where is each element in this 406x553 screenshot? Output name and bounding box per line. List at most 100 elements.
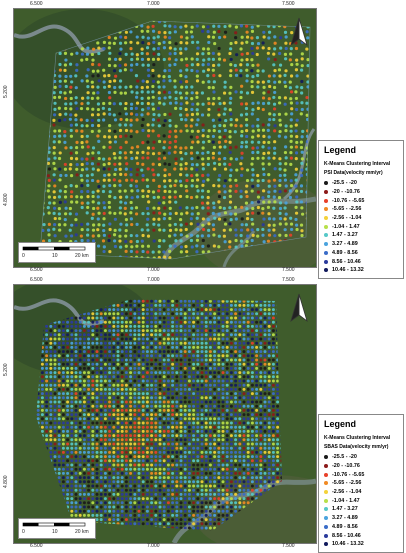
legend-item-label: -25.5 - -20 xyxy=(332,180,357,186)
legend-swatch-icon xyxy=(324,516,328,520)
top-tick-3: 7.500 xyxy=(282,277,295,283)
scale-label-0: 0 xyxy=(22,253,25,259)
sbas-map-canvas: 0 10 20 km xyxy=(13,284,317,544)
legend-item-label: -10.76 - -5.65 xyxy=(332,472,364,478)
legend-item: -10.76 - -5.65 xyxy=(324,196,399,205)
legend-swatch-icon xyxy=(324,268,328,272)
legend-swatch-icon xyxy=(324,260,328,264)
legend-item-label: 4.89 - 8.56 xyxy=(332,250,358,256)
legend-item: 4.89 - 8.56 xyxy=(324,523,399,532)
legend-item-label: -20 - -10.76 xyxy=(332,189,360,195)
sbas-velocity-points xyxy=(33,296,288,534)
legend-item-label: 4.89 - 8.56 xyxy=(332,524,358,530)
legend-item-list: -25.5 - -20 -20 - -10.76 -10.76 - -5.65 -5.… xyxy=(324,179,399,275)
legend-swatch-icon xyxy=(324,216,328,220)
legend-item-label: 8.56 - 10.46 xyxy=(332,259,361,265)
legend-swatch-icon xyxy=(324,542,328,546)
legend-item-label: 10.46 - 13.32 xyxy=(332,541,364,547)
legend-item-label: -2.56 - -1.04 xyxy=(332,215,361,221)
legend-item: -25.5 - -20 xyxy=(324,453,399,462)
left-tick-2: 4.800 xyxy=(3,193,9,206)
legend-item: 8.56 - 10.46 xyxy=(324,257,399,266)
legend-item: -20 - -10.76 xyxy=(324,188,399,197)
legend-item: -5.65 - -2.56 xyxy=(324,479,399,488)
scale-bar: 0 10 20 km xyxy=(18,242,96,263)
legend-item: 1.47 - 3.27 xyxy=(324,505,399,514)
legend-swatch-icon xyxy=(324,534,328,538)
bottom-tick-1: 6.500 xyxy=(30,543,43,549)
legend-swatch-icon xyxy=(324,507,328,511)
legend-item: 10.46 - 13.32 xyxy=(324,540,399,549)
scale-label-0: 0 xyxy=(22,529,25,535)
psi-map-canvas: 0 10 20 km xyxy=(13,8,317,268)
left-tick-1: 5.200 xyxy=(3,363,9,376)
top-tick-2: 7.000 xyxy=(147,277,160,283)
top-tick-1: 6.500 xyxy=(30,1,43,7)
legend-title: Legend xyxy=(324,419,399,429)
legend-item: -2.56 - -1.04 xyxy=(324,488,399,497)
north-arrow-icon xyxy=(290,17,308,47)
scale-label-10: 10 xyxy=(52,253,58,259)
north-arrow-icon xyxy=(290,293,308,323)
legend-item: -1.04 - 1.47 xyxy=(324,222,399,231)
scale-bar: 0 10 20 km xyxy=(18,518,96,539)
legend-item: -1.04 - 1.47 xyxy=(324,496,399,505)
scale-label-20: 20 km xyxy=(75,529,89,535)
sbas-map-panel: 6.500 7.000 7.500 5.200 4.800 xyxy=(0,276,406,550)
bottom-tick-3: 7.500 xyxy=(282,543,295,549)
legend-item-label: 8.56 - 10.46 xyxy=(332,533,361,539)
legend-swatch-icon xyxy=(324,233,328,237)
legend-item-label: 10.46 - 13.32 xyxy=(332,267,364,273)
legend-heading-line1: K-Means Clustering Interval xyxy=(324,435,399,442)
legend-item: 10.46 - 13.32 xyxy=(324,266,399,275)
legend-heading-line1: K-Means Clustering Interval xyxy=(324,161,399,168)
left-tick-1: 5.200 xyxy=(3,85,9,98)
legend-item: 4.89 - 8.56 xyxy=(324,249,399,258)
legend-item: 1.47 - 3.27 xyxy=(324,231,399,240)
legend-item-label: -5.65 - -2.56 xyxy=(332,480,361,486)
legend-swatch-icon xyxy=(324,481,328,485)
legend-heading-line2: SBAS Data(velocity mm/yr) xyxy=(324,444,399,451)
legend-heading-line2: PSI Data(velocity mm/yr) xyxy=(324,170,399,177)
legend-item-list: -25.5 - -20-20 - -10.76 -10.76 - -5.65 -5.… xyxy=(324,453,399,549)
legend-item-label: -10.76 - -5.65 xyxy=(332,198,364,204)
legend-swatch-icon xyxy=(324,207,328,211)
legend-item-label: 3.27 - 4.89 xyxy=(332,241,358,247)
legend-swatch-icon xyxy=(324,181,328,185)
legend-swatch-icon xyxy=(324,225,328,229)
legend-swatch-icon xyxy=(324,464,328,468)
legend-swatch-icon xyxy=(324,242,328,246)
legend-swatch-icon xyxy=(324,199,328,203)
psi-satellite-basemap xyxy=(14,9,316,267)
legend-swatch-icon xyxy=(324,499,328,503)
legend-swatch-icon xyxy=(324,473,328,477)
sbas-legend: Legend K-Means Clustering Interval SBAS … xyxy=(318,414,404,553)
bottom-tick-3: 7.500 xyxy=(282,267,295,273)
legend-item: -10.76 - -5.65 xyxy=(324,470,399,479)
legend-item-label: 1.47 - 3.27 xyxy=(332,232,358,238)
legend-item-label: -5.65 - -2.56 xyxy=(332,206,361,212)
legend-item-label: 3.27 - 4.89 xyxy=(332,515,358,521)
left-tick-2: 4.800 xyxy=(3,475,9,488)
legend-item-label: -20 - -10.76 xyxy=(332,463,360,469)
legend-item: -5.65 - -2.56 xyxy=(324,205,399,214)
bottom-tick-1: 6.500 xyxy=(30,267,43,273)
legend-swatch-icon xyxy=(324,525,328,529)
top-tick-3: 7.500 xyxy=(282,1,295,7)
legend-item-label: 1.47 - 3.27 xyxy=(332,506,358,512)
legend-swatch-icon xyxy=(324,251,328,255)
bottom-tick-2: 7.000 xyxy=(147,267,160,273)
legend-swatch-icon xyxy=(324,455,328,459)
legend-item: 3.27 - 4.89 xyxy=(324,240,399,249)
top-tick-2: 7.000 xyxy=(147,1,160,7)
psi-map-panel: 6.500 7.000 7.500 5.200 4.800 xyxy=(0,0,406,272)
legend-item-label: -1.04 - 1.47 xyxy=(332,224,360,230)
legend-item-label: -2.56 - -1.04 xyxy=(332,489,361,495)
legend-item: 8.56 - 10.46 xyxy=(324,531,399,540)
scale-label-20: 20 km xyxy=(75,253,89,259)
legend-title: Legend xyxy=(324,145,399,155)
bottom-tick-2: 7.000 xyxy=(147,543,160,549)
top-tick-1: 6.500 xyxy=(30,277,43,283)
psi-legend: Legend K-Means Clustering Interval PSI D… xyxy=(318,140,404,279)
legend-swatch-icon xyxy=(324,490,328,494)
